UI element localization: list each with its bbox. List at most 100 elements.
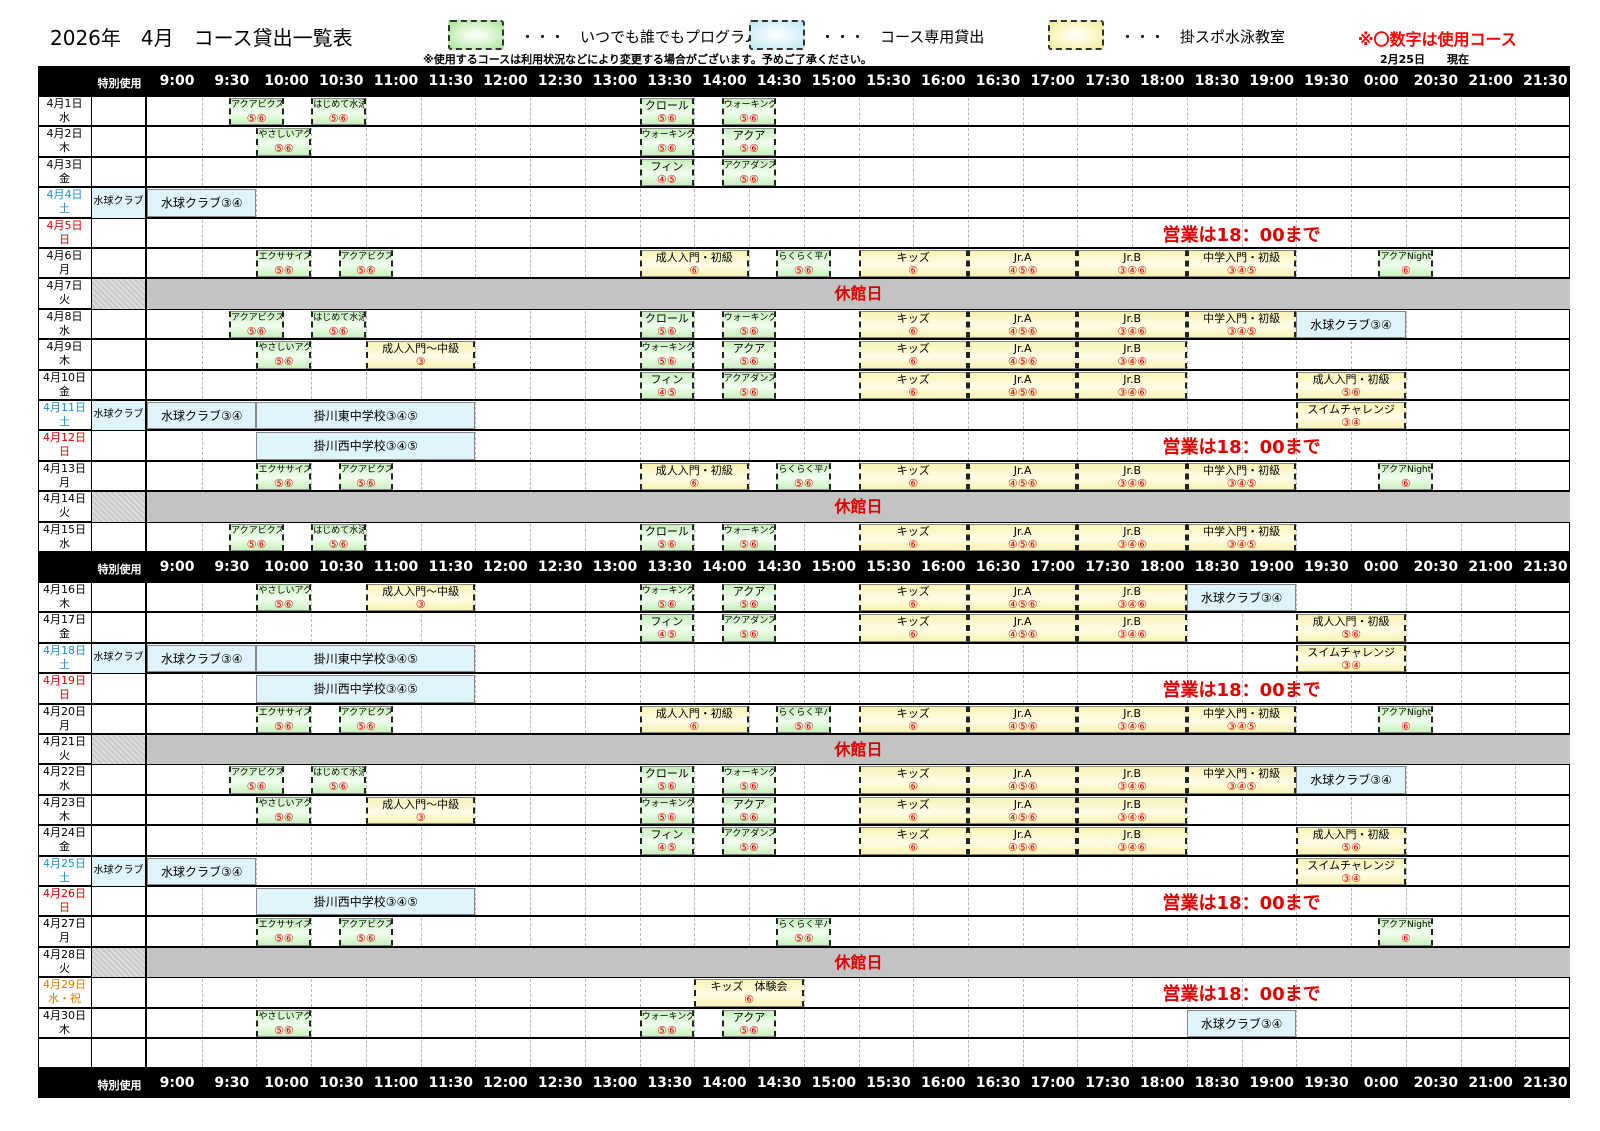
schedule-block[interactable]: アクア ⑤⑥	[721, 796, 777, 825]
schedule-block[interactable]: スイムチャレンジ ③④	[1296, 402, 1406, 430]
schedule-block[interactable]: Jr.A ④⑤⑥	[967, 584, 1078, 612]
schedule-block[interactable]: アクアNight ⑥	[1378, 705, 1434, 733]
schedule-block[interactable]: アクアビクス ⑤⑥	[338, 918, 394, 946]
schedule-block[interactable]: キッズ ⑥	[858, 310, 968, 339]
schedule-block[interactable]: エクササイズ ⑤⑥	[256, 705, 312, 733]
schedule-block[interactable]: Jr.B ③④⑥	[1077, 523, 1187, 551]
schedule-block[interactable]: キッズ ⑥	[858, 462, 968, 491]
schedule-block[interactable]: フィン ④⑤	[639, 158, 695, 187]
schedule-block[interactable]: Jr.B ③④⑥	[1077, 766, 1187, 794]
schedule-block[interactable]: Jr.B ③④⑥	[1077, 341, 1187, 369]
schedule-block[interactable]: アクア ⑤⑥	[721, 1009, 777, 1037]
schedule-block[interactable]: やさしいアクア⑤⑥	[256, 128, 312, 156]
schedule-block[interactable]: Jr.B ③④⑥	[1077, 796, 1187, 825]
schedule-block[interactable]: 水球クラブ③④	[147, 857, 257, 885]
schedule-block[interactable]: Jr.B ③④⑥	[1077, 462, 1187, 491]
schedule-block[interactable]: 掛川東中学校③④⑤	[256, 644, 476, 673]
schedule-block[interactable]: フィン ④⑤	[639, 371, 695, 399]
schedule-block[interactable]: らくらく平バタ⑤⑥	[776, 705, 832, 733]
schedule-block[interactable]: ウォーキング ⑤⑥	[639, 341, 695, 369]
schedule-block[interactable]: 中学入門・初級 ③④⑤	[1186, 310, 1297, 339]
schedule-block[interactable]: Jr.B ③④⑥	[1077, 614, 1187, 642]
schedule-block[interactable]: アクアNight ⑥	[1378, 918, 1434, 946]
schedule-block[interactable]: フィン ④⑤	[639, 827, 695, 855]
schedule-block[interactable]: 水球クラブ③④	[1186, 584, 1297, 612]
schedule-block[interactable]: 中学入門・初級 ③④⑤	[1186, 705, 1297, 733]
schedule-block[interactable]: 成人入門・初級 ⑤⑥	[1296, 371, 1406, 399]
schedule-block[interactable]: 中学入門・初級 ③④⑤	[1186, 250, 1297, 278]
schedule-block[interactable]: スイムチャレンジ ③④	[1296, 644, 1406, 673]
schedule-block[interactable]: 成人入門～中級 ③	[365, 341, 476, 369]
schedule-block[interactable]: アクア ⑤⑥	[721, 128, 777, 156]
schedule-block[interactable]: アクアビクス ⑤⑥	[229, 98, 284, 126]
schedule-block[interactable]: Jr.B ③④⑥	[1077, 310, 1187, 339]
schedule-block[interactable]: Jr.A ④⑤⑥	[967, 705, 1078, 733]
schedule-block[interactable]: 成人入門～中級 ③	[365, 584, 476, 612]
schedule-block[interactable]: はじめて水泳 ⑤⑥	[311, 523, 366, 551]
schedule-block[interactable]: アクアビクス ⑤⑥	[229, 766, 284, 794]
schedule-block[interactable]: 掛川西中学校③④⑤	[256, 675, 476, 703]
schedule-block[interactable]: 水球クラブ③④	[1186, 1009, 1297, 1037]
schedule-block[interactable]: アクアダンス ⑤⑥	[721, 371, 777, 399]
schedule-block[interactable]: Jr.B ③④⑥	[1077, 827, 1187, 855]
schedule-block[interactable]: ウォーキング ⑤⑥	[639, 584, 695, 612]
schedule-block[interactable]: ウォーキング ⑤⑥	[639, 128, 695, 156]
schedule-block[interactable]: スイムチャレンジ ③④	[1296, 857, 1406, 885]
schedule-block[interactable]: ウォーキング ⑤⑥	[721, 523, 777, 551]
schedule-block[interactable]: 成人入門・初級 ⑥	[639, 250, 750, 278]
schedule-block[interactable]: アクアダンス ⑤⑥	[721, 827, 777, 855]
schedule-block[interactable]: らくらく平バタ⑤⑥	[776, 462, 832, 491]
schedule-block[interactable]: キッズ ⑥	[858, 705, 968, 733]
schedule-block[interactable]: Jr.B ③④⑥	[1077, 705, 1187, 733]
schedule-block[interactable]: アクア ⑤⑥	[721, 584, 777, 612]
schedule-block[interactable]: やさしいアクア⑤⑥	[256, 584, 312, 612]
schedule-block[interactable]: キッズ ⑥	[858, 614, 968, 642]
schedule-block[interactable]: ウォーキング ⑤⑥	[721, 98, 777, 126]
schedule-block[interactable]: ウォーキング ⑤⑥	[721, 310, 777, 339]
schedule-block[interactable]: 掛川西中学校③④⑤	[256, 888, 476, 916]
schedule-block[interactable]: 掛川東中学校③④⑤	[256, 402, 476, 430]
schedule-block[interactable]: クロール ⑤⑥	[639, 766, 695, 794]
schedule-block[interactable]: キッズ 体験会 ⑥	[694, 979, 804, 1007]
schedule-block[interactable]: Jr.B ③④⑥	[1077, 584, 1187, 612]
schedule-block[interactable]: フィン ④⑤	[639, 614, 695, 642]
schedule-block[interactable]: 水球クラブ③④	[147, 189, 257, 217]
schedule-block[interactable]: Jr.A ④⑤⑥	[967, 462, 1078, 491]
schedule-block[interactable]: アクアNight ⑥	[1378, 462, 1434, 491]
schedule-block[interactable]: クロール ⑤⑥	[639, 310, 695, 339]
schedule-block[interactable]: 成人入門・初級 ⑥	[639, 705, 750, 733]
schedule-block[interactable]: ウォーキング ⑤⑥	[721, 766, 777, 794]
schedule-block[interactable]: やさしいアクア⑤⑥	[256, 796, 312, 825]
schedule-block[interactable]: アクアダンス ⑤⑥	[721, 158, 777, 187]
schedule-block[interactable]: Jr.B ③④⑥	[1077, 250, 1187, 278]
schedule-block[interactable]: 水球クラブ③④	[1296, 310, 1406, 339]
schedule-block[interactable]: エクササイズ ⑤⑥	[256, 250, 312, 278]
schedule-block[interactable]: Jr.B ③④⑥	[1077, 371, 1187, 399]
schedule-block[interactable]: キッズ ⑥	[858, 584, 968, 612]
schedule-block[interactable]: 水球クラブ③④	[1296, 766, 1406, 794]
schedule-block[interactable]: 掛川西中学校③④⑤	[256, 432, 476, 460]
schedule-block[interactable]: クロール ⑤⑥	[639, 98, 695, 126]
schedule-block[interactable]: 成人入門・初級 ⑥	[639, 462, 750, 491]
schedule-block[interactable]: Jr.A ④⑤⑥	[967, 250, 1078, 278]
schedule-block[interactable]: 水球クラブ③④	[147, 402, 257, 430]
schedule-block[interactable]: 水球クラブ③④	[147, 644, 257, 673]
schedule-block[interactable]: アクアビクス ⑤⑥	[338, 462, 394, 491]
schedule-block[interactable]: アクアNight ⑥	[1378, 250, 1434, 278]
schedule-block[interactable]: アクアビクス ⑤⑥	[229, 310, 284, 339]
schedule-block[interactable]: Jr.A ④⑤⑥	[967, 310, 1078, 339]
schedule-block[interactable]: キッズ ⑥	[858, 827, 968, 855]
schedule-block[interactable]: はじめて水泳 ⑤⑥	[311, 766, 366, 794]
schedule-block[interactable]: エクササイズ ⑤⑥	[256, 918, 312, 946]
schedule-block[interactable]: アクアダンス ⑤⑥	[721, 614, 777, 642]
schedule-block[interactable]: Jr.A ④⑤⑥	[967, 796, 1078, 825]
schedule-block[interactable]: キッズ ⑥	[858, 796, 968, 825]
schedule-block[interactable]: らくらく平バタ⑤⑥	[776, 918, 832, 946]
schedule-block[interactable]: アクア ⑤⑥	[721, 341, 777, 369]
schedule-block[interactable]: 中学入門・初級 ③④⑤	[1186, 523, 1297, 551]
schedule-block[interactable]: Jr.A ④⑤⑥	[967, 341, 1078, 369]
schedule-block[interactable]: アクアビクス ⑤⑥	[229, 523, 284, 551]
schedule-block[interactable]: 成人入門～中級 ③	[365, 796, 476, 825]
schedule-block[interactable]: 成人入門・初級 ⑤⑥	[1296, 827, 1406, 855]
schedule-block[interactable]: Jr.A ④⑤⑥	[967, 766, 1078, 794]
